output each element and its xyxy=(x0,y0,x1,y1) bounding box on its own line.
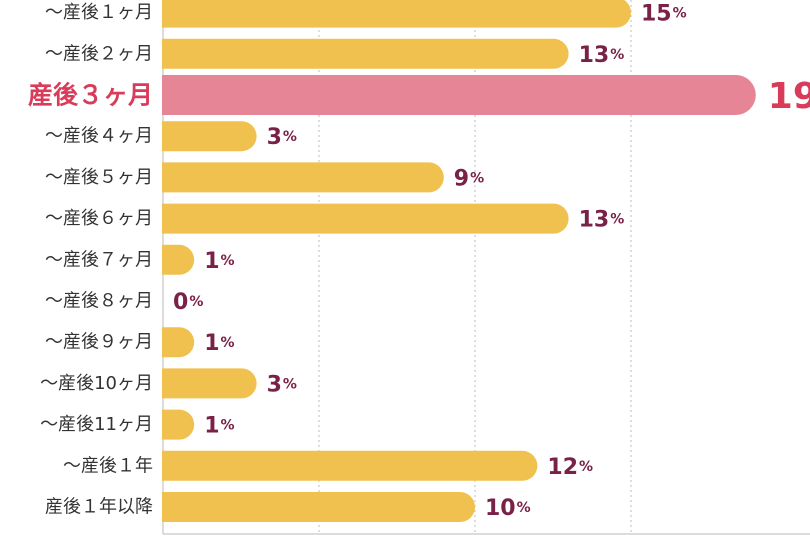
value-label: 1% xyxy=(204,248,234,273)
category-label: 産後３ヶ月 xyxy=(28,81,153,110)
value-number: 9 xyxy=(454,166,469,191)
bar xyxy=(162,492,475,522)
bar-layer xyxy=(162,0,756,522)
category-label: 産後１年以降 xyxy=(45,497,153,518)
value-number: 3 xyxy=(267,372,282,397)
bar xyxy=(162,203,569,234)
category-label: ～産後５ヶ月 xyxy=(45,167,153,188)
value-unit: % xyxy=(470,170,484,186)
value-label: 13% xyxy=(579,42,625,67)
category-label: ～産後２ヶ月 xyxy=(45,43,153,64)
bar-highlight xyxy=(162,75,756,115)
category-label: ～産後11ヶ月 xyxy=(40,414,153,435)
category-label: ～産後７ヶ月 xyxy=(45,249,153,270)
value-label: 12% xyxy=(547,454,593,479)
value-number: 1 xyxy=(204,248,219,273)
value-unit: % xyxy=(610,47,624,63)
value-label: 1% xyxy=(204,413,234,438)
value-number: 10 xyxy=(485,496,516,521)
bar xyxy=(162,162,444,193)
category-label: ～産後８ヶ月 xyxy=(45,291,153,312)
category-label: ～産後１年 xyxy=(63,455,153,476)
value-unit: % xyxy=(517,500,531,516)
bar xyxy=(162,244,195,275)
category-label: ～産後４ヶ月 xyxy=(45,126,153,147)
value-unit: % xyxy=(283,129,297,145)
value-label: 9% xyxy=(454,166,484,191)
category-label: ～産後６ヶ月 xyxy=(45,208,153,229)
value-unit: % xyxy=(673,6,687,22)
category-label: ～産後１ヶ月 xyxy=(45,2,153,23)
bar xyxy=(162,409,195,440)
value-label: 13% xyxy=(579,207,625,232)
value-unit: % xyxy=(221,335,235,351)
value-number: 15 xyxy=(641,1,672,26)
value-unit: % xyxy=(283,376,297,392)
value-label: 1% xyxy=(204,331,234,356)
value-label: 3% xyxy=(267,372,297,397)
value-label: 3% xyxy=(267,125,297,150)
value-label: 19 xyxy=(768,76,810,117)
value-number: 1 xyxy=(204,413,219,438)
value-number: 1 xyxy=(204,331,219,356)
label-layer: ～産後１ヶ月 15%～産後２ヶ月 13%産後３ヶ月 19～産後４ヶ月 3%～産後５ヶ月 9… xyxy=(28,1,810,520)
value-unit: % xyxy=(579,459,593,475)
bar xyxy=(162,121,257,152)
bar xyxy=(162,38,569,69)
category-label: ～産後９ヶ月 xyxy=(45,332,153,353)
value-number: 0 xyxy=(173,290,188,315)
bar xyxy=(162,327,195,358)
value-label: 10% xyxy=(485,496,531,521)
value-unit: % xyxy=(221,418,235,434)
value-unit: % xyxy=(221,253,235,269)
bar xyxy=(162,368,257,399)
value-number: 3 xyxy=(267,125,282,150)
value-label: 15% xyxy=(641,1,687,26)
value-unit: % xyxy=(189,294,203,310)
value-number: 13 xyxy=(579,207,610,232)
value-unit: % xyxy=(610,212,624,228)
value-number: 19 xyxy=(768,76,810,117)
bar xyxy=(162,450,538,481)
value-number: 12 xyxy=(547,454,578,479)
bar xyxy=(162,0,631,28)
category-label: ～産後10ヶ月 xyxy=(40,373,153,394)
value-label: 0% xyxy=(173,290,203,315)
value-number: 13 xyxy=(579,42,610,67)
